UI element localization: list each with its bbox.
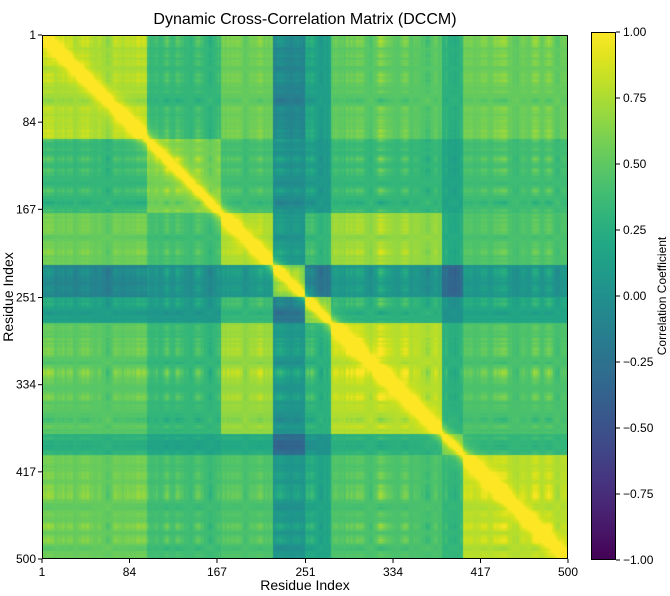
colorbar: 1.00 0.75 0.50 0.25 0.00 −0.25 −0.50 −0.75 −1.00… (591, 25, 669, 567)
colorbar-tick-label: 0.00 (623, 289, 647, 303)
x-tick-label: 167 (207, 565, 227, 579)
y-tick-label: 1 (29, 28, 36, 42)
y-tick-label: 334 (16, 378, 36, 392)
y-axis-ticks: 1 84 167 251 334 417 500 (16, 28, 42, 566)
y-tick-label: 84 (23, 115, 37, 129)
y-tick-label: 417 (16, 465, 36, 479)
colorbar-gradient (591, 32, 616, 560)
colorbar-label: Correlation Coefficient (655, 236, 669, 355)
x-tick-label: 84 (123, 565, 137, 579)
chart-title: Dynamic Cross-Correlation Matrix (DCCM) (153, 11, 456, 28)
colorbar-ticks: 1.00 0.75 0.50 0.25 0.00 −0.25 −0.50 −0.75 −1.00 (616, 25, 654, 567)
plot-area (42, 35, 568, 559)
heatmap-canvas (42, 35, 568, 559)
colorbar-tick-label: 0.25 (623, 223, 647, 237)
x-tick-label: 334 (383, 565, 403, 579)
x-axis-label: Residue Index (260, 577, 350, 593)
colorbar-frame (591, 32, 616, 560)
x-axis-ticks: 1 84 167 251 334 417 500 (39, 559, 578, 579)
x-tick-label: 251 (296, 565, 316, 579)
colorbar-tick-label: −0.75 (623, 487, 654, 501)
y-tick-label: 251 (16, 291, 36, 305)
x-tick-label: 417 (470, 565, 490, 579)
colorbar-tick-label: 1.00 (623, 25, 647, 39)
x-tick-label: 1 (39, 565, 46, 579)
colorbar-tick-label: −0.25 (623, 355, 654, 369)
colorbar-tick-label: 0.50 (623, 157, 647, 171)
colorbar-tick-label: 0.75 (623, 91, 647, 105)
y-tick-label: 500 (16, 552, 36, 566)
colorbar-tick-label: −1.00 (623, 553, 654, 567)
x-tick-label: 500 (558, 565, 578, 579)
y-tick-label: 167 (16, 202, 36, 216)
heatmap-container (42, 35, 568, 559)
y-axis-label: Residue Index (0, 252, 16, 342)
colorbar-tick-label: −0.50 (623, 421, 654, 435)
plot-frame (42, 35, 568, 559)
